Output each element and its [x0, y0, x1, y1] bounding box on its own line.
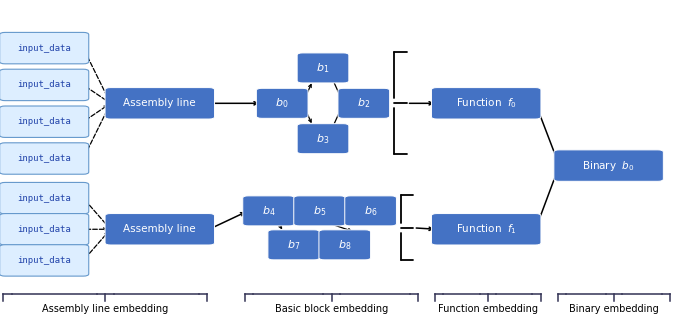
FancyBboxPatch shape [0, 245, 88, 276]
FancyBboxPatch shape [0, 106, 88, 137]
FancyBboxPatch shape [0, 32, 88, 64]
FancyBboxPatch shape [297, 53, 349, 83]
Text: $b_2$: $b_2$ [357, 97, 371, 110]
Text: Binary  $b_0$: Binary $b_0$ [582, 159, 635, 173]
Text: $b_3$: $b_3$ [316, 132, 330, 146]
Text: Assembly line: Assembly line [124, 224, 196, 234]
Text: input_data: input_data [17, 80, 71, 90]
FancyBboxPatch shape [0, 213, 88, 245]
Text: $b_5$: $b_5$ [313, 204, 326, 218]
Text: input_data: input_data [17, 117, 71, 126]
FancyBboxPatch shape [338, 88, 390, 118]
FancyBboxPatch shape [297, 124, 349, 154]
FancyBboxPatch shape [294, 196, 345, 226]
Text: Function embedding: Function embedding [438, 304, 538, 314]
Text: $b_4$: $b_4$ [262, 204, 275, 218]
Text: Basic block embedding: Basic block embedding [275, 304, 388, 314]
FancyBboxPatch shape [431, 213, 541, 245]
Text: $b_1$: $b_1$ [316, 61, 330, 75]
FancyBboxPatch shape [105, 213, 214, 245]
FancyBboxPatch shape [105, 88, 214, 119]
Text: $b_8$: $b_8$ [338, 238, 352, 252]
Text: input_data: input_data [17, 194, 71, 203]
FancyBboxPatch shape [256, 88, 308, 118]
Text: Function  $f_1$: Function $f_1$ [456, 222, 517, 236]
FancyBboxPatch shape [554, 150, 664, 181]
Text: input_data: input_data [17, 225, 71, 234]
Text: input_data: input_data [17, 154, 71, 163]
FancyBboxPatch shape [268, 230, 320, 260]
Text: Assembly line: Assembly line [124, 98, 196, 108]
FancyBboxPatch shape [319, 230, 371, 260]
Text: $b_7$: $b_7$ [287, 238, 301, 252]
FancyBboxPatch shape [0, 143, 88, 174]
Text: Assembly line embedding: Assembly line embedding [42, 304, 169, 314]
FancyBboxPatch shape [431, 88, 541, 119]
Text: Binary embedding: Binary embedding [569, 304, 658, 314]
FancyBboxPatch shape [0, 182, 88, 214]
Text: Function  $f_0$: Function $f_0$ [456, 97, 517, 110]
Text: $b_0$: $b_0$ [275, 97, 289, 110]
FancyBboxPatch shape [345, 196, 396, 226]
FancyBboxPatch shape [0, 69, 88, 101]
Text: input_data: input_data [17, 44, 71, 53]
Text: $b_6$: $b_6$ [364, 204, 377, 218]
FancyBboxPatch shape [243, 196, 294, 226]
Text: input_data: input_data [17, 256, 71, 265]
